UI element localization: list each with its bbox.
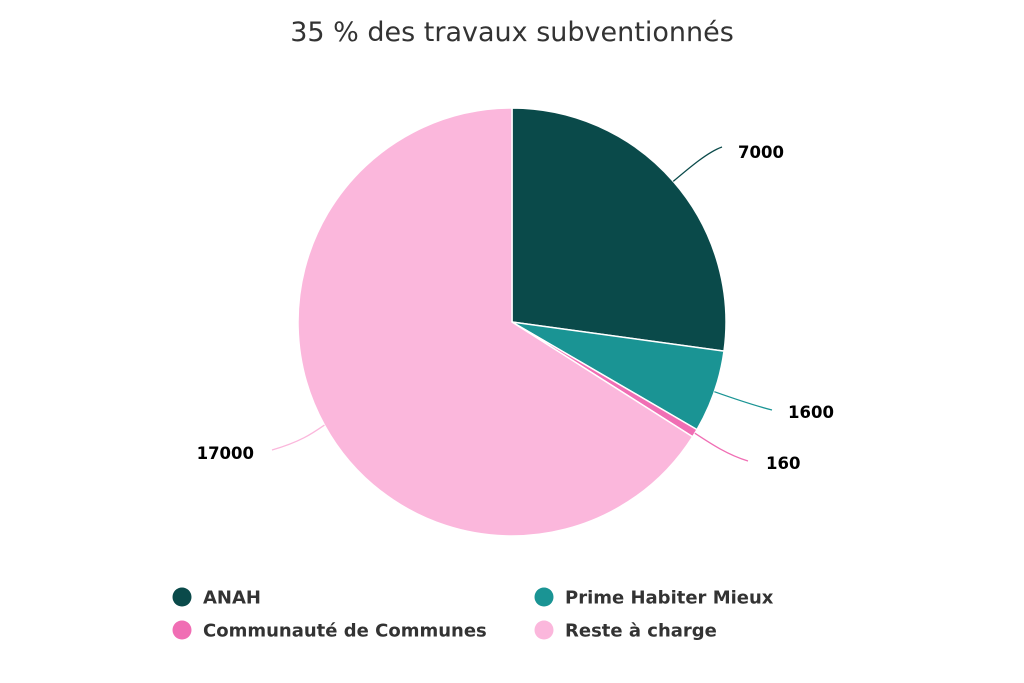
legend-marker-communaute-de-communes — [172, 620, 192, 640]
pie-slice-anah — [511, 107, 727, 352]
legend: ANAH Prime Habiter Mieux Communauté de Com… — [172, 587, 774, 642]
data-label-prime-habiter-mieux: 1600 — [788, 403, 834, 422]
legend-label-communaute-de-communes[interactable]: Communauté de Communes — [203, 621, 487, 642]
connector-reste-a-charge — [271, 424, 325, 451]
pie-slices — [297, 107, 727, 537]
legend-marker-anah — [172, 587, 192, 607]
legend-label-reste-a-charge[interactable]: Reste à charge — [565, 621, 717, 642]
connector-prime-habiter-mieux — [714, 391, 773, 411]
connector-communaute-de-communes — [694, 432, 749, 462]
chart-title: 35 % des travaux subventionnés — [290, 17, 734, 48]
legend-marker-reste-a-charge — [534, 620, 554, 640]
legend-marker-prime-habiter-mieux — [534, 587, 554, 607]
label-connectors — [271, 146, 773, 462]
data-label-communaute-de-communes: 160 — [766, 454, 800, 473]
legend-label-anah[interactable]: ANAH — [203, 588, 261, 609]
connector-anah — [672, 146, 723, 182]
data-label-anah: 7000 — [738, 143, 784, 162]
legend-label-prime-habiter-mieux[interactable]: Prime Habiter Mieux — [565, 588, 774, 609]
data-label-reste-a-charge: 17000 — [197, 444, 254, 463]
pie-slice-reste-a-charge — [297, 107, 694, 537]
data-labels: 7000 1600 160 17000 — [197, 143, 834, 473]
